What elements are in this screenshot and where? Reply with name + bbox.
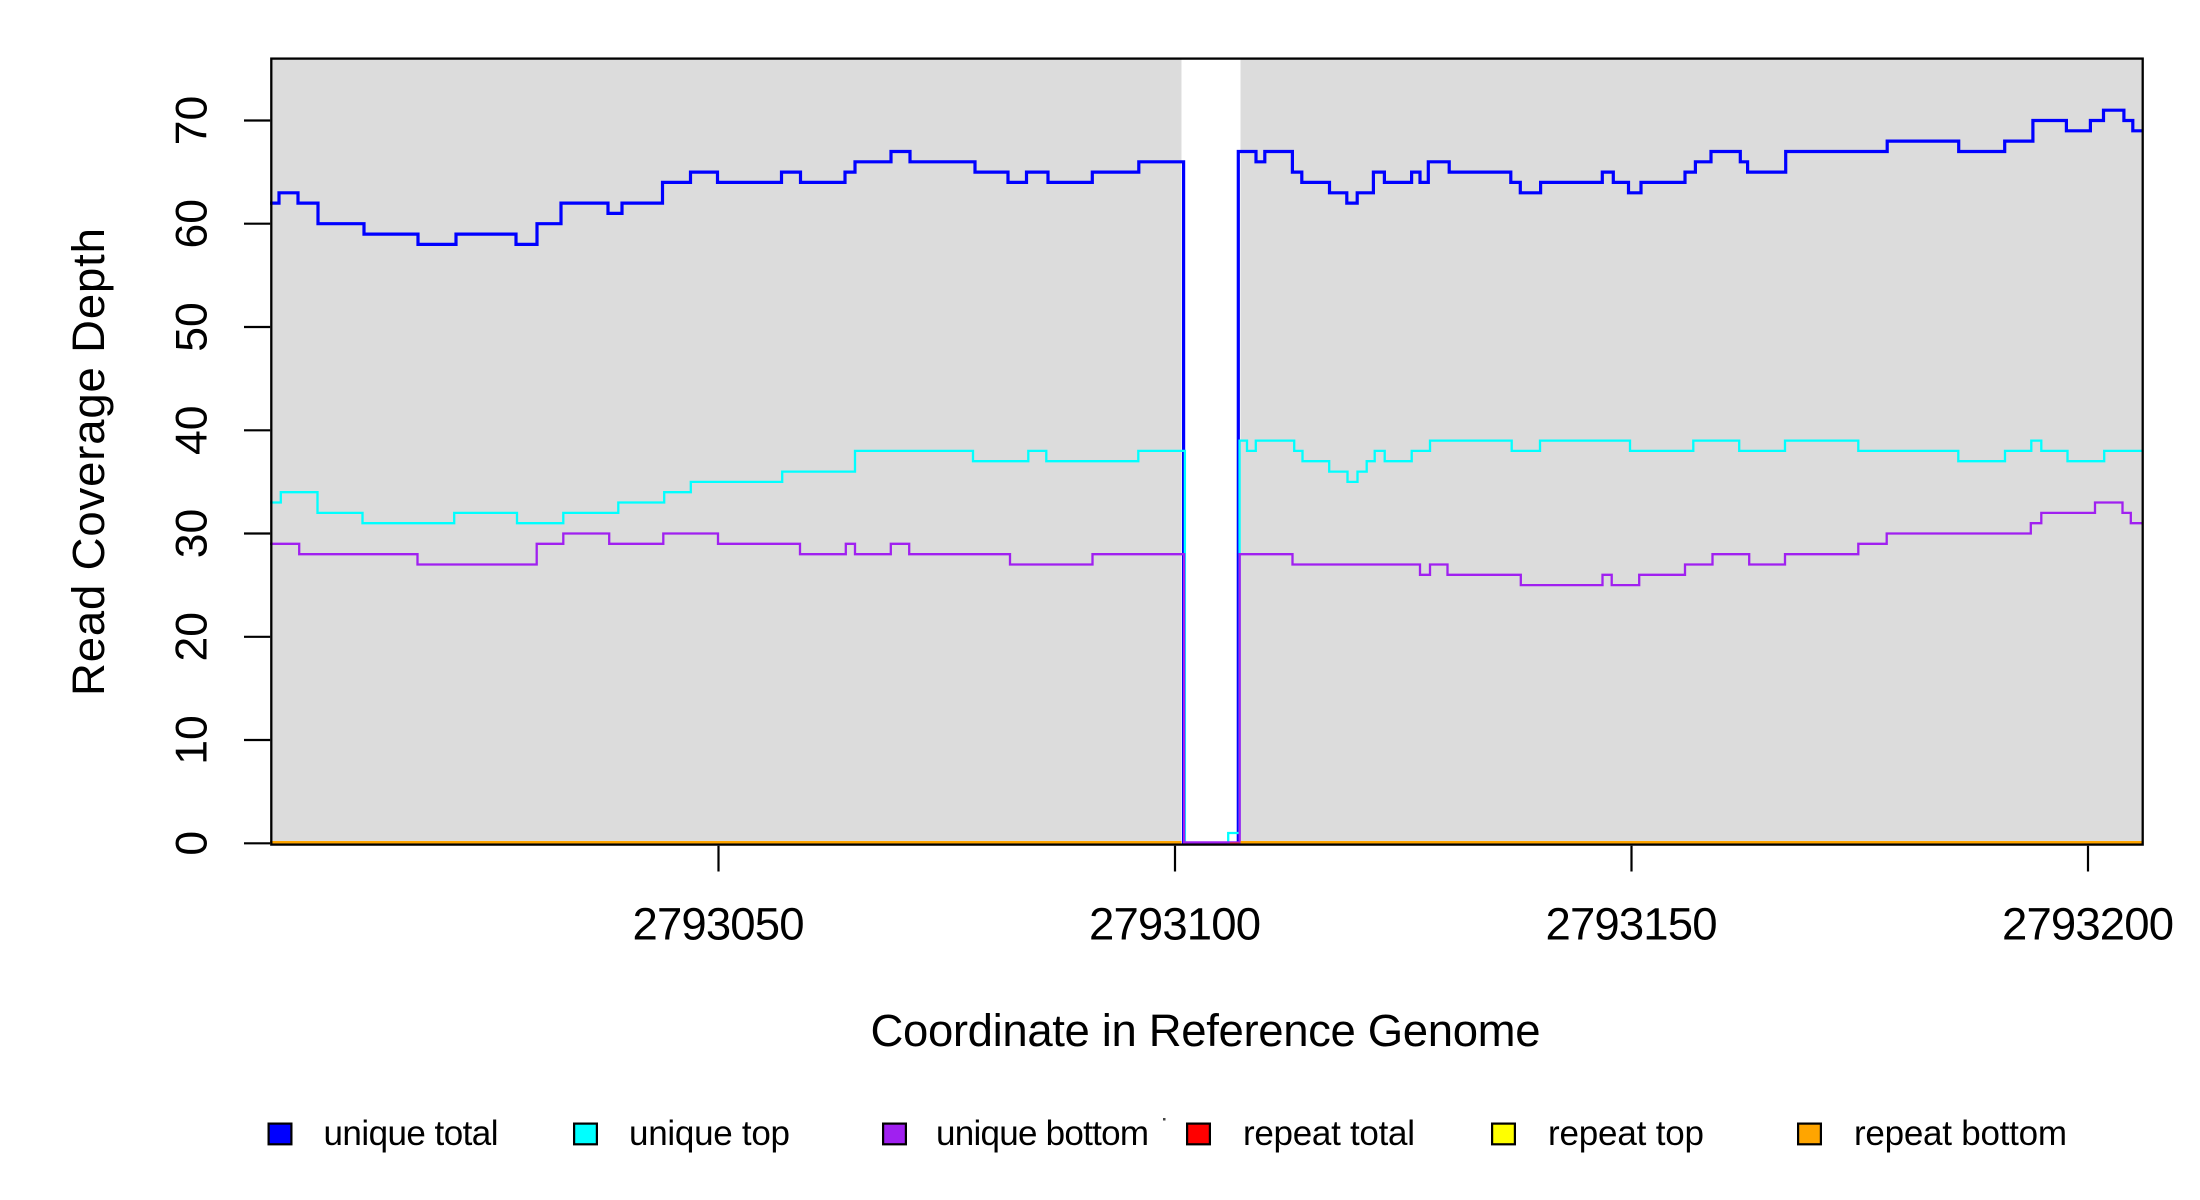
svg-text:repeat bottom: repeat bottom: [1854, 1114, 2067, 1153]
svg-text:repeat top: repeat top: [1548, 1114, 1704, 1153]
svg-text:2793050: 2793050: [633, 899, 805, 950]
svg-text:10: 10: [168, 715, 217, 765]
svg-text:70: 70: [168, 96, 217, 146]
svg-text:2793100: 2793100: [1089, 899, 1261, 950]
svg-text:50: 50: [168, 302, 217, 352]
svg-text:30: 30: [168, 509, 217, 559]
svg-text:unique total: unique total: [324, 1114, 499, 1153]
svg-text:0: 0: [168, 831, 217, 856]
svg-text:60: 60: [168, 199, 217, 249]
svg-text:20: 20: [168, 612, 217, 662]
svg-text:2793200: 2793200: [2002, 899, 2174, 950]
svg-text:unique top: unique top: [629, 1114, 790, 1153]
svg-text:40: 40: [168, 406, 217, 456]
svg-text:unique bottom: unique bottom: [936, 1114, 1149, 1153]
svg-text:Read Coverage Depth: Read Coverage Depth: [63, 228, 114, 696]
svg-text:Coordinate in Reference Genome: Coordinate in Reference Genome: [871, 1005, 1541, 1056]
svg-text:repeat total: repeat total: [1243, 1114, 1415, 1153]
svg-text:2793150: 2793150: [1546, 899, 1718, 950]
